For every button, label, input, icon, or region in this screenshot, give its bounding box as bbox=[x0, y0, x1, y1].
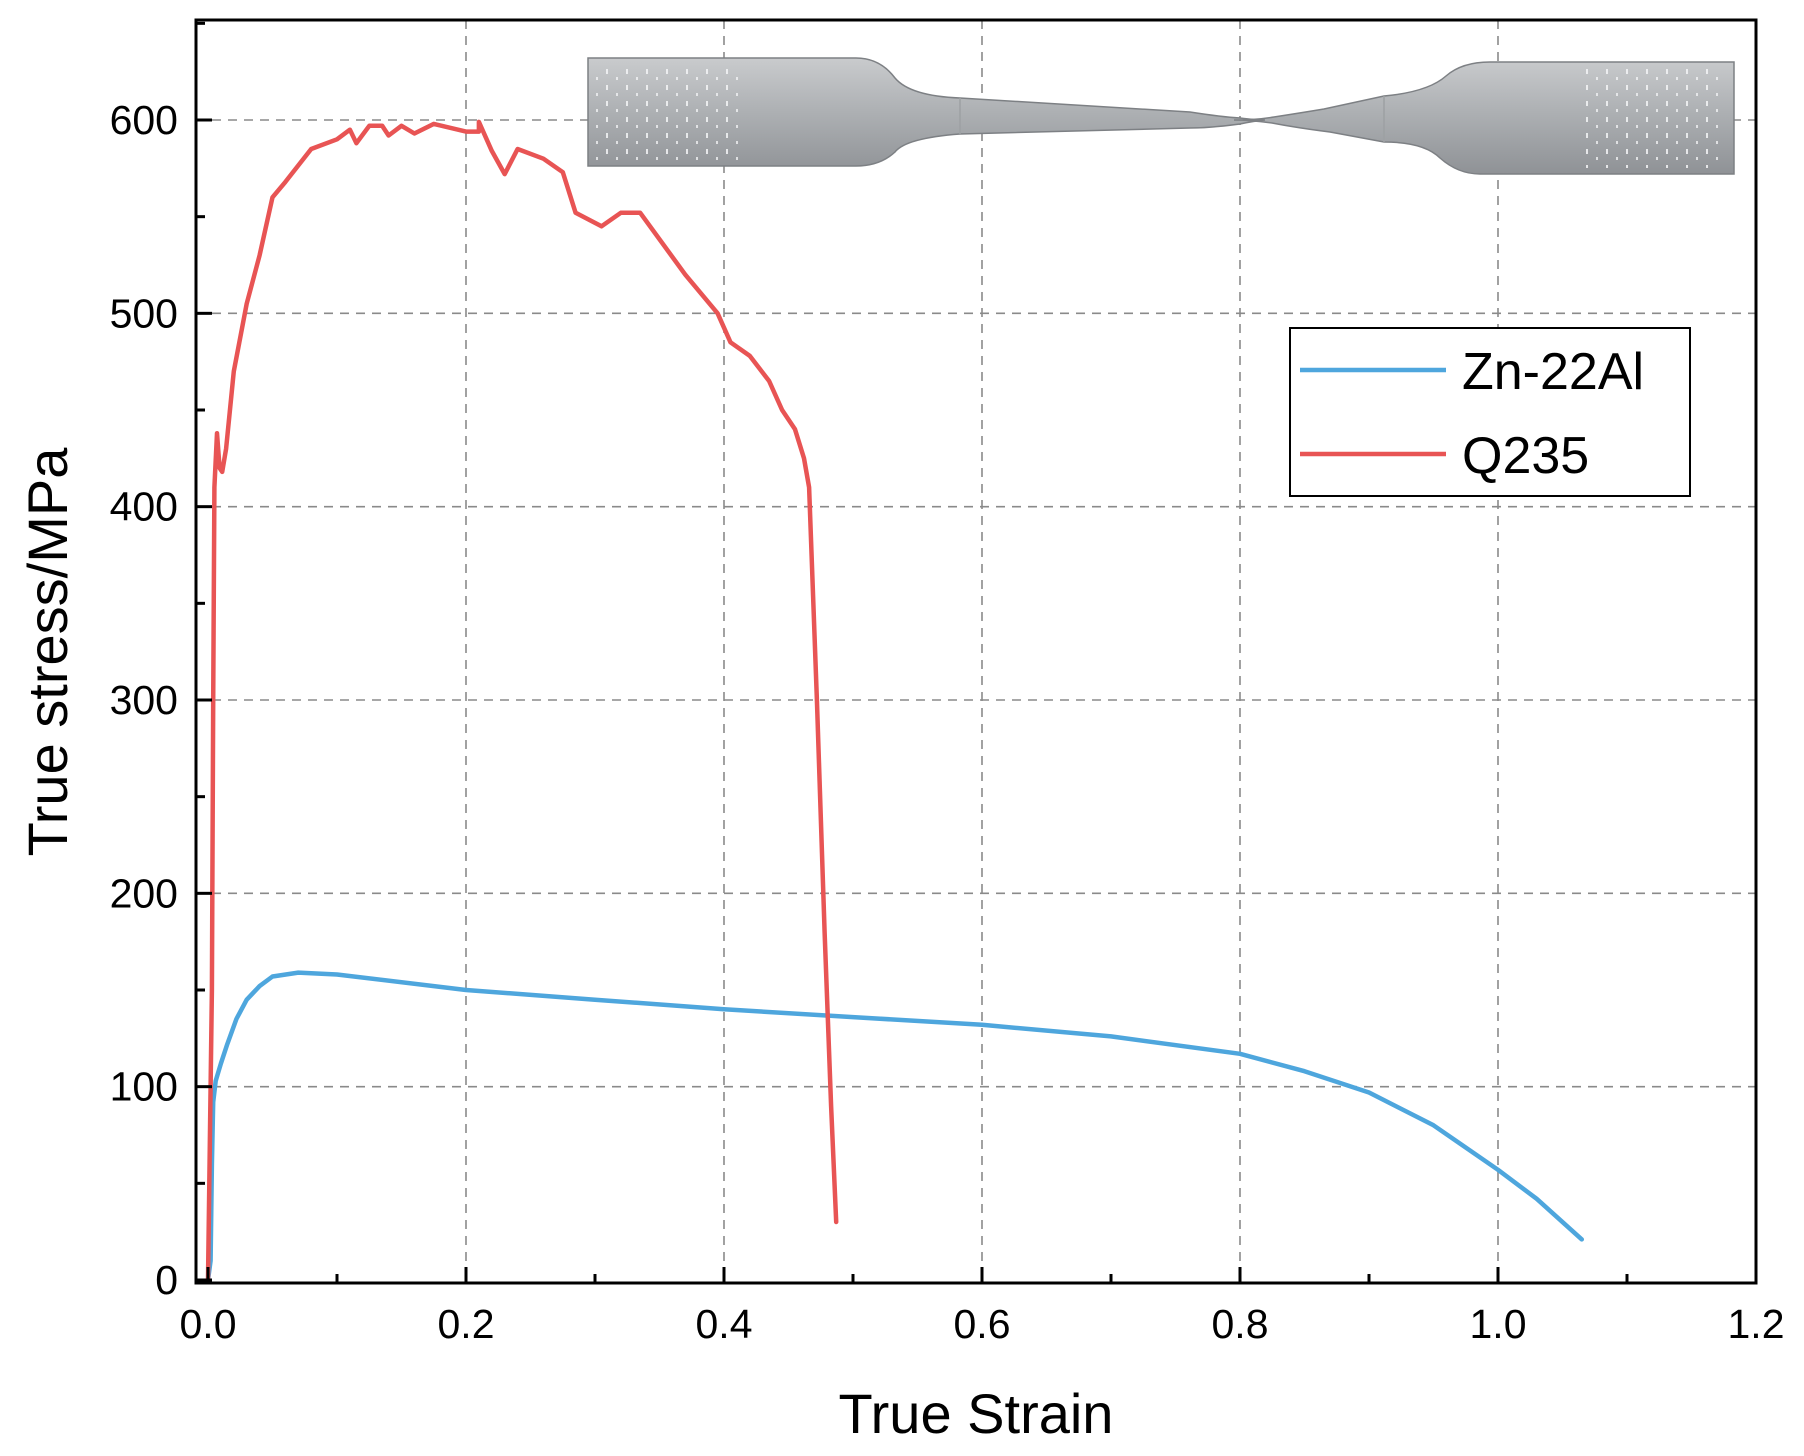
x-tick-label: 1.2 bbox=[1728, 1301, 1785, 1347]
series-line-zn22al bbox=[205, 970, 1585, 1283]
y-tick-label: 500 bbox=[110, 290, 178, 336]
legend-label-q235: Q235 bbox=[1462, 427, 1589, 485]
series-line-q235 bbox=[205, 119, 839, 1283]
y-tick-label: 400 bbox=[110, 484, 178, 530]
legend-label-zn22al: Zn-22Al bbox=[1462, 343, 1644, 401]
legend: Zn-22Al Q235 bbox=[1289, 327, 1691, 497]
x-tick-label: 0.6 bbox=[954, 1301, 1011, 1347]
y-tick-label: 600 bbox=[110, 97, 178, 143]
y-axis-title: True stress/MPa bbox=[16, 447, 79, 857]
y-tick-label: 100 bbox=[110, 1064, 178, 1110]
x-tick-label: 0.0 bbox=[180, 1301, 237, 1347]
x-tick-label: 0.2 bbox=[438, 1301, 495, 1347]
x-tick-label: 1.0 bbox=[1470, 1301, 1527, 1347]
x-tick-label: 0.4 bbox=[696, 1301, 753, 1347]
legend-box bbox=[1289, 327, 1691, 497]
plot-frame bbox=[194, 18, 1758, 1285]
axis-ticks: 0.0 0.2 0.4 0.6 0.8 1.0 1.2 0 100 200 300 400 500 600 bbox=[110, 21, 1785, 1347]
grid-lines bbox=[196, 20, 1756, 1283]
y-tick-label: 200 bbox=[110, 870, 178, 916]
series-layer bbox=[205, 119, 1585, 1283]
y-tick-label: 0 bbox=[155, 1257, 178, 1303]
x-axis-title: True Strain bbox=[839, 1382, 1114, 1445]
specimen-photo bbox=[587, 57, 1735, 175]
y-tick-label: 300 bbox=[110, 677, 178, 723]
x-tick-label: 0.8 bbox=[1212, 1301, 1269, 1347]
